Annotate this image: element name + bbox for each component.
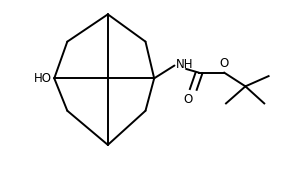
- Text: HO: HO: [33, 72, 52, 85]
- Text: O: O: [219, 57, 228, 70]
- Text: NH: NH: [176, 58, 194, 71]
- Text: O: O: [184, 93, 193, 106]
